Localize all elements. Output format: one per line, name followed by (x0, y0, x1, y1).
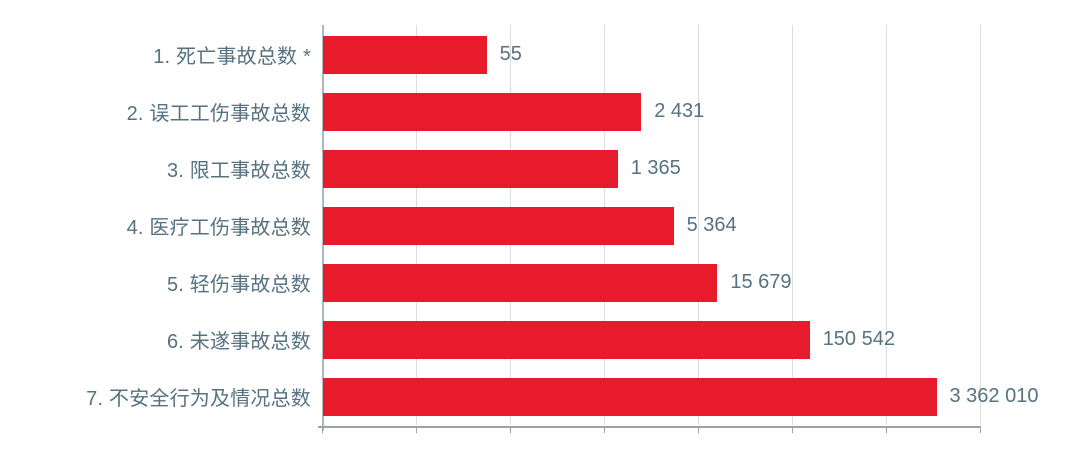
value-label: 55 (499, 43, 522, 65)
category-label: 2. 误工工伤事故总数 (126, 103, 311, 125)
value-label: 2 431 (654, 100, 705, 122)
value-label: 150 542 (822, 328, 895, 350)
bar (323, 35, 487, 74)
category-label: 3. 限工事故总数 (166, 160, 311, 182)
x-axis-tick (510, 426, 511, 433)
x-axis-tick (886, 426, 887, 433)
x-axis-tick (792, 426, 793, 433)
category-label: 4. 医疗工伤事故总数 (126, 217, 311, 239)
x-axis-tick (604, 426, 605, 433)
value-label: 5 364 (686, 214, 737, 236)
value-label: 3 362 010 (949, 385, 1039, 407)
decade-gridline (886, 25, 887, 425)
value-label: 15 679 (730, 271, 792, 293)
bar (323, 377, 937, 416)
x-axis-tick (416, 426, 417, 433)
decade-gridline (698, 25, 699, 425)
decade-gridline (792, 25, 793, 425)
category-label: 6. 未遂事故总数 (166, 331, 311, 353)
bar (323, 92, 642, 131)
bar (323, 320, 810, 359)
decade-gridline (980, 25, 981, 425)
bar (323, 263, 718, 302)
category-label: 1. 死亡事故总数 * (153, 46, 311, 68)
x-axis-tick (322, 426, 323, 433)
category-label: 7. 不安全行为及情况总数 (86, 388, 311, 410)
x-axis-tick (698, 426, 699, 433)
x-axis-line (318, 426, 981, 428)
category-label: 5. 轻伤事故总数 (166, 274, 311, 296)
value-label: 1 365 (630, 157, 681, 179)
x-axis-tick (980, 426, 981, 433)
bar (323, 149, 618, 188)
bar (323, 206, 674, 245)
